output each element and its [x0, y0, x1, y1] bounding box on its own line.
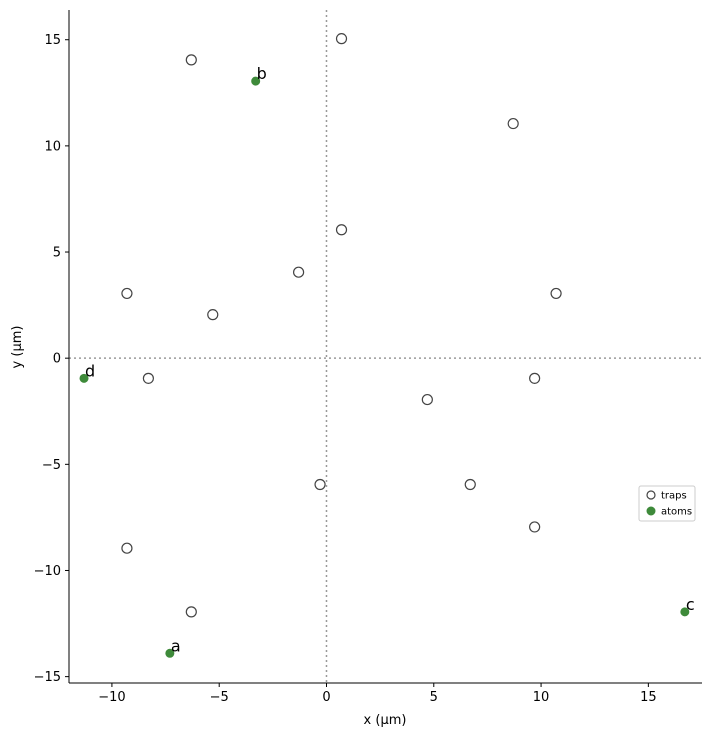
- x-tick-label: 10: [533, 690, 550, 705]
- legend: traps atoms: [638, 485, 696, 522]
- trap-point: [207, 309, 219, 321]
- atom-point: [680, 607, 690, 617]
- atom-point: [165, 648, 175, 658]
- trap-point: [142, 372, 154, 384]
- atom-point: [251, 76, 261, 86]
- atom-label: b: [257, 64, 267, 83]
- x-axis-label: x (µm): [364, 713, 407, 728]
- atom-label: a: [171, 636, 181, 655]
- x-tick-label: 0: [322, 690, 330, 705]
- reference-lines: [69, 10, 702, 683]
- trap-point: [550, 287, 562, 300]
- trap-point: [335, 33, 348, 45]
- trap-point: [185, 606, 197, 618]
- y-tick-label: −5: [42, 458, 61, 473]
- atom-label: c: [686, 595, 695, 614]
- trap-point: [507, 117, 519, 130]
- atoms-layer: a b c d: [79, 64, 695, 658]
- traps-layer: [121, 33, 562, 618]
- trap-point: [529, 372, 541, 384]
- trap-point: [292, 266, 305, 278]
- y-tick-label: 15: [44, 33, 61, 48]
- axes: [68, 10, 702, 684]
- y-ticks: −15 −10 −5 0 5 10 15: [34, 33, 69, 685]
- y-tick-label: 0: [53, 352, 61, 367]
- y-tick-label: −10: [34, 564, 61, 579]
- trap-point: [121, 542, 133, 554]
- trap-point: [121, 287, 133, 300]
- x-tick-label: −5: [210, 690, 229, 705]
- atom-point: [79, 373, 89, 383]
- trap-point: [529, 521, 541, 533]
- legend-atoms-label: atoms: [661, 507, 692, 518]
- trap-point: [464, 478, 476, 491]
- x-tick-label: −10: [98, 690, 125, 705]
- trap-point: [421, 393, 433, 406]
- legend-atoms-marker: [646, 506, 656, 516]
- x-tick-label: 15: [640, 690, 657, 705]
- trap-point: [335, 224, 348, 236]
- y-tick-label: 5: [53, 246, 61, 261]
- x-ticks: −10 −5 0 5 10 15: [98, 683, 657, 705]
- legend-traps-marker: [646, 490, 656, 500]
- trap-point: [314, 478, 326, 491]
- x-tick-label: 5: [430, 690, 438, 705]
- atom-label: d: [85, 361, 95, 380]
- trap-point: [185, 54, 197, 66]
- legend-traps-label: traps: [661, 491, 687, 502]
- y-axis-label: y (µm): [10, 326, 25, 369]
- y-tick-label: 10: [44, 139, 61, 154]
- y-tick-label: −15: [34, 670, 61, 685]
